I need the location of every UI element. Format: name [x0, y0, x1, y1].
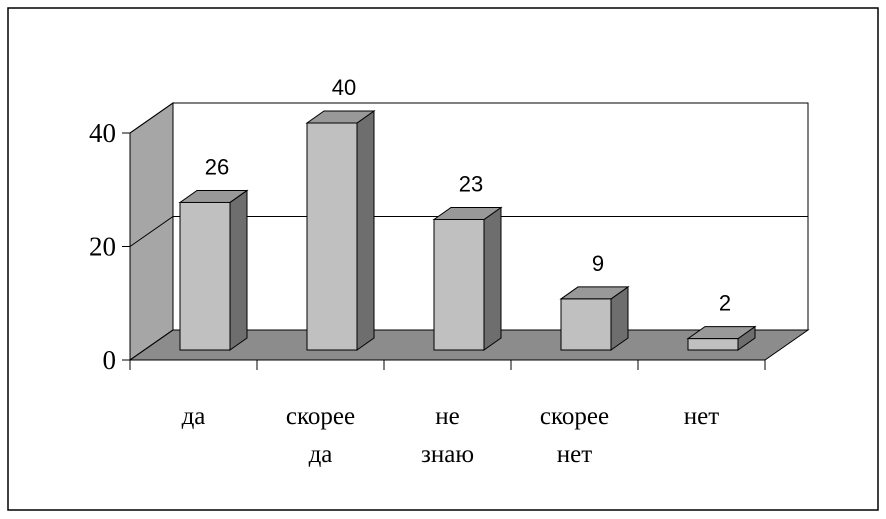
bar-side: [483, 206, 502, 351]
bar: [560, 298, 612, 351]
x-tick-label: нет: [684, 403, 719, 430]
bar-side: [356, 110, 375, 351]
value-label: 23: [459, 171, 483, 196]
value-label: 2: [719, 291, 731, 316]
x-tick-label: не знаю: [421, 403, 474, 468]
value-label: 9: [592, 251, 604, 276]
value-label: 40: [332, 75, 356, 100]
y-tick-label: 0: [103, 345, 117, 375]
x-tick-label: скорее нет: [540, 403, 609, 468]
y-tick-label: 40: [89, 118, 116, 148]
bar: [306, 122, 358, 351]
bar: [433, 218, 485, 351]
grid-line: [129, 102, 808, 134]
value-label: 26: [205, 154, 229, 179]
x-tick-label: скорее да: [286, 403, 355, 468]
grid-line: [129, 216, 808, 247]
bar: [687, 338, 739, 351]
bar: [179, 201, 231, 351]
x-tick-label: да: [182, 403, 206, 430]
y-tick-label: 20: [89, 232, 116, 262]
bar-side: [229, 189, 248, 351]
